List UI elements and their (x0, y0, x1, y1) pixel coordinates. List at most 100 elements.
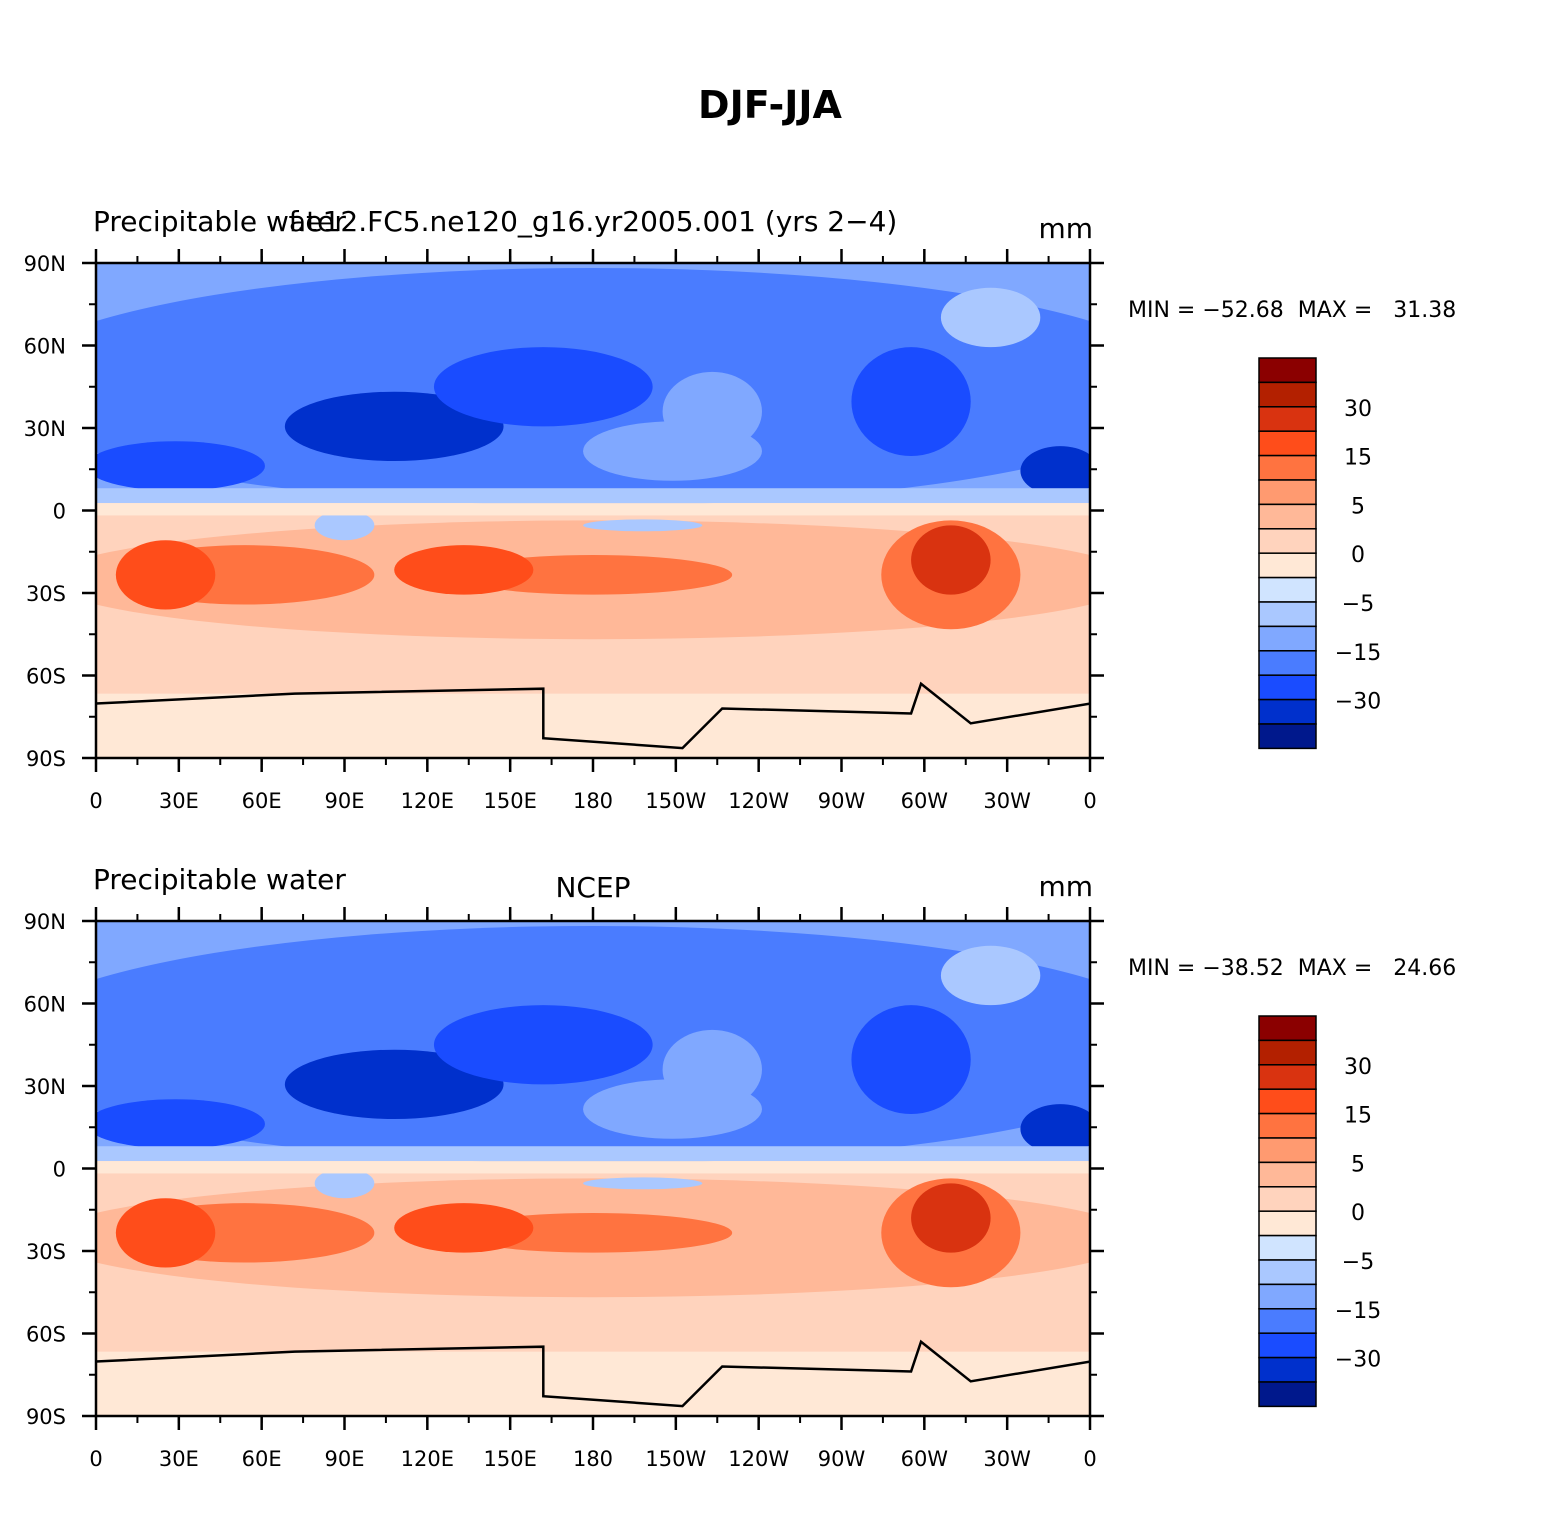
panel-units: mm (1038, 212, 1093, 245)
lon-label: 60W (901, 789, 949, 813)
field-region (851, 1005, 971, 1115)
field-region (394, 1203, 534, 1253)
lat-label: 30N (24, 1075, 66, 1099)
field-equator (96, 503, 1090, 516)
field-region (115, 1198, 216, 1268)
colorbar-box (1258, 1088, 1317, 1115)
lon-label: 120E (401, 789, 454, 813)
field-region (911, 1183, 991, 1253)
map-field (96, 921, 1090, 1416)
lat-label: 0 (53, 500, 66, 524)
panel-center-title: f.e12.FC5.ne120_g16.yr2005.001 (yrs 2−4) (289, 205, 898, 238)
field-region (433, 347, 653, 427)
colorbar-box (1258, 528, 1317, 554)
colorbar-box (1258, 1332, 1317, 1359)
lon-label: 90E (325, 789, 365, 813)
lat-label: 90N (24, 910, 66, 934)
colorbar-box (1258, 1064, 1317, 1090)
figure-title: DJF-JJA (698, 83, 843, 127)
colorbar-label: 5 (1351, 1152, 1365, 1177)
colorbar-label: 30 (1344, 1055, 1372, 1080)
field-region (96, 1099, 265, 1149)
coastline (96, 681, 1090, 750)
colorbar-label: 0 (1351, 543, 1365, 568)
lat-label: 90S (26, 747, 66, 771)
coastline (96, 1339, 1090, 1408)
colorbar-label: −15 (1335, 641, 1381, 666)
panel-left-title: Precipitable water (93, 205, 346, 238)
lon-label: 150E (483, 789, 536, 813)
lon-label: 120W (728, 1447, 789, 1471)
field-region (284, 391, 504, 461)
colorbar-label: 30 (1344, 397, 1372, 422)
field-region (115, 540, 216, 610)
field-region (662, 1029, 762, 1110)
lon-label: 120E (401, 1447, 454, 1471)
lat-label: 30S (26, 1240, 66, 1264)
lon-label: 30E (159, 1447, 199, 1471)
colorbar-label: 15 (1344, 1104, 1372, 1129)
colorbar-box (1258, 1259, 1317, 1286)
colorbar-box (1258, 357, 1317, 384)
field-region (96, 441, 265, 491)
field-region (940, 287, 1041, 348)
panel-units: mm (1038, 870, 1093, 903)
colorbar-label: −15 (1335, 1299, 1381, 1324)
colorbar-box (1258, 479, 1317, 506)
field-region (940, 945, 1041, 1006)
lat-label: 30N (24, 417, 66, 441)
field-region (851, 347, 971, 457)
colorbar-label: 5 (1351, 494, 1365, 519)
field-region (583, 519, 703, 532)
lon-label: 180 (573, 789, 613, 813)
colorbar-box (1258, 1283, 1317, 1310)
lon-label: 30W (983, 789, 1031, 813)
field-region (394, 545, 534, 595)
colorbar-box (1258, 650, 1317, 676)
colorbar-box (1258, 1039, 1317, 1066)
lat-label: 60S (26, 665, 66, 689)
lon-label: 60E (242, 789, 282, 813)
field-tropics (96, 1146, 1090, 1162)
colorbar-box (1258, 1186, 1317, 1212)
lon-label: 0 (89, 1447, 102, 1471)
lon-label: 150W (645, 789, 706, 813)
colorbar-box (1258, 1210, 1317, 1237)
lon-label: 0 (89, 789, 102, 813)
panel-left-title: Precipitable water (93, 863, 346, 896)
panel: Precipitable waterf.e12.FC5.ne120_g16.yr… (24, 205, 1457, 813)
colorbar-box (1258, 1112, 1317, 1139)
colorbar-box (1258, 1234, 1317, 1261)
colorbar-box (1258, 503, 1317, 530)
field-region (1020, 1104, 1090, 1154)
colorbar-box (1258, 1161, 1317, 1188)
colorbar-box (1258, 1381, 1317, 1408)
field-region (662, 371, 762, 452)
field-region (314, 1168, 375, 1199)
colorbar-box (1258, 1308, 1317, 1334)
field-region (284, 1049, 504, 1119)
map-field (96, 263, 1090, 758)
colorbar-box (1258, 601, 1317, 628)
field-region (911, 525, 991, 595)
lon-label: 150E (483, 1447, 536, 1471)
lat-label: 60N (24, 335, 66, 359)
colorbar-box (1258, 674, 1317, 701)
lat-label: 90S (26, 1405, 66, 1429)
lon-label: 90W (818, 1447, 866, 1471)
colorbar-box (1258, 1137, 1317, 1164)
colorbar-label: 0 (1351, 1201, 1365, 1226)
lon-label: 180 (573, 1447, 613, 1471)
field-antarctic (96, 693, 1090, 758)
colorbar-box (1258, 381, 1317, 408)
colorbar-box (1258, 723, 1317, 750)
panel-center-title: NCEP (555, 871, 630, 904)
colorbar-label: 15 (1344, 446, 1372, 471)
field-equator (96, 1161, 1090, 1174)
colorbar-label: −5 (1342, 1250, 1374, 1275)
lat-label: 0 (53, 1158, 66, 1182)
colorbar-label: −30 (1335, 690, 1381, 715)
colorbar-box (1258, 1356, 1317, 1383)
